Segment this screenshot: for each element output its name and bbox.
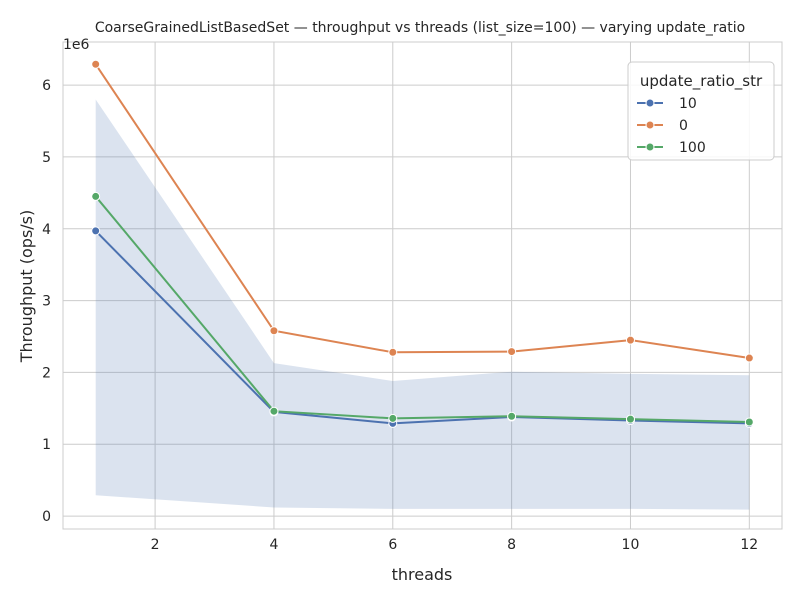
series-lines [94,63,750,425]
data-point-0 [507,347,517,357]
data-point-0 [625,335,635,345]
x-tick-label: 4 [269,537,278,553]
series-line-0 [94,63,750,360]
x-tick-label: 12 [740,537,758,553]
data-point-10 [91,226,101,236]
confidence-band-area [95,99,750,510]
data-point-100 [91,191,101,201]
data-point-100 [269,406,279,416]
data-point-100 [625,414,635,424]
y-tick-label: 0 [42,509,51,525]
series-markers [91,59,754,428]
y-tick-label: 1 [42,437,51,453]
confidence-band [95,99,750,510]
legend-label-10: 10 [679,96,697,112]
x-tick-label: 8 [507,537,516,553]
data-point-0 [269,326,279,336]
x-tick-labels: 2 4 6 8 10 12 [151,537,759,553]
data-point-100 [507,411,517,421]
y-tick-labels: 0 1 2 3 4 5 6 [42,78,51,525]
legend-label-0: 0 [679,118,688,134]
y-tick-label: 2 [42,365,51,381]
y-offset-text: 1e6 [63,37,90,53]
y-axis-label: Throughput (ops/s) [17,210,36,364]
legend-box [627,61,775,161]
x-tick-label: 2 [151,537,160,553]
x-tick-label: 10 [622,537,640,553]
data-point-100 [388,413,398,423]
legend-title: update_ratio_str [640,72,763,91]
series-line-100 [94,195,750,423]
y-tick-label: 3 [42,294,51,310]
legend-marker-10 [645,98,655,108]
data-point-100 [744,417,754,427]
legend-marker-0 [645,120,655,130]
y-tick-label: 6 [42,78,51,94]
data-point-0 [388,347,398,357]
x-tick-label: 6 [388,537,397,553]
data-point-0 [744,353,754,363]
legend-label-100: 100 [679,140,706,156]
chart-title: CoarseGrainedListBasedSet — throughput v… [95,20,745,36]
data-point-0 [91,59,101,69]
y-tick-label: 5 [42,150,51,166]
y-tick-label: 4 [42,222,51,238]
legend-marker-100 [645,142,655,152]
x-axis-label: threads [392,565,453,584]
series-line-10 [94,230,750,425]
